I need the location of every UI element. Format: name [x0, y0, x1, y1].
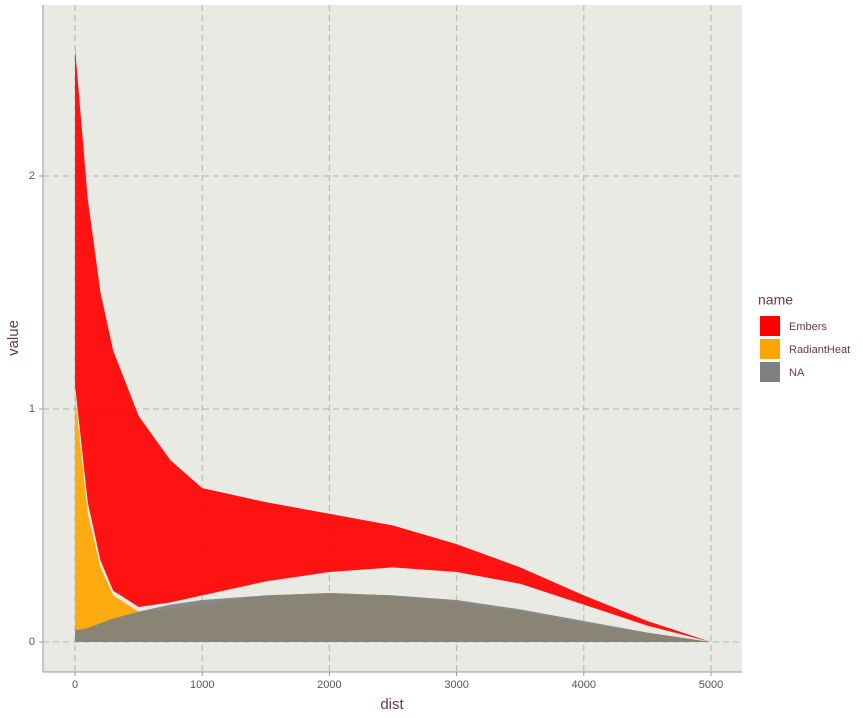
- legend-label: Embers: [789, 321, 827, 333]
- y-axis-title: value: [5, 320, 22, 356]
- legend-label: NA: [789, 367, 805, 379]
- x-tick-label: 1000: [190, 679, 214, 691]
- y-tick-label: 1: [29, 403, 35, 415]
- x-tick-label: 5000: [699, 679, 723, 691]
- ribbon: [75, 47, 711, 642]
- x-tick-label: 2000: [317, 679, 341, 691]
- legend-label: RadiantHeat: [789, 344, 850, 356]
- x-axis-title: dist: [380, 696, 404, 713]
- x-tick-label: 3000: [444, 679, 468, 691]
- ribbon: [75, 593, 711, 642]
- y-tick-label: 2: [29, 170, 35, 182]
- y-tick-label: 0: [29, 636, 35, 648]
- x-tick-label: 4000: [572, 679, 596, 691]
- legend-title: name: [758, 292, 793, 308]
- legend-swatch: [760, 339, 780, 359]
- x-tick-label: 0: [72, 679, 78, 691]
- legend-swatch: [760, 362, 780, 382]
- legend-swatch: [760, 316, 780, 336]
